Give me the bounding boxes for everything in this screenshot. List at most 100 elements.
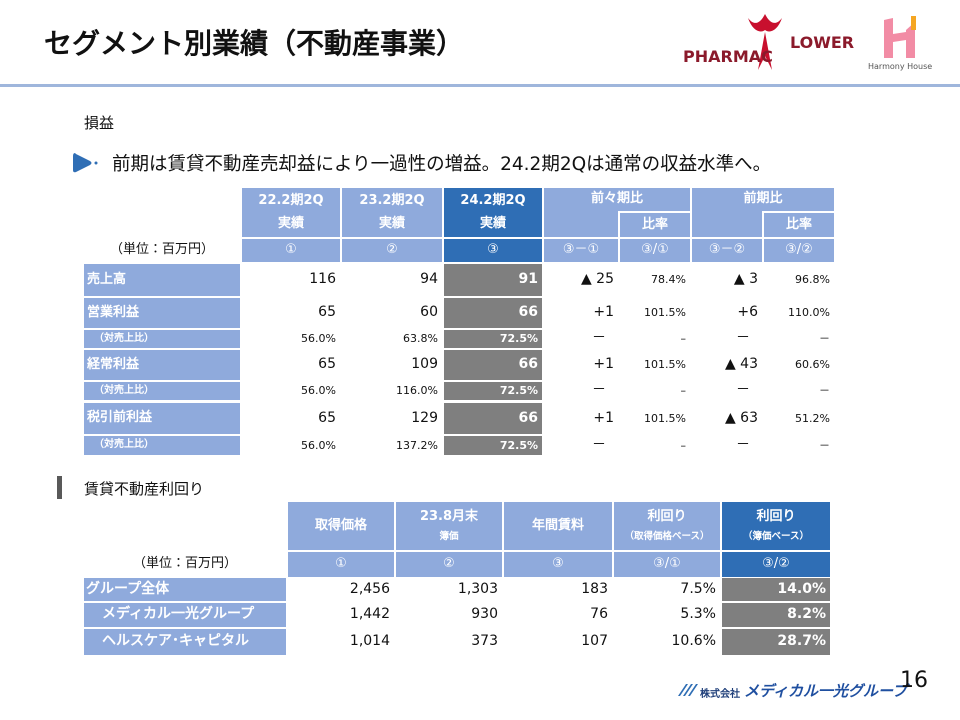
value-cell: －: [544, 436, 618, 455]
value-text: ▲ 3: [733, 271, 758, 288]
value-cell: 56.0%: [242, 382, 340, 400]
value-cell: ▲ 43: [692, 350, 762, 380]
bullet-icon: [73, 153, 98, 173]
value-text: －: [592, 330, 606, 347]
value-cell: +1: [544, 350, 618, 380]
header-text: 前期比: [743, 191, 783, 207]
unit-cell: ③/②: [764, 239, 834, 262]
value-cell: 72.5%: [444, 330, 542, 348]
value-cell: 65: [242, 298, 340, 328]
unit-cell: ③－①: [544, 239, 618, 262]
value-cell: ▲ 3: [692, 264, 762, 296]
row-label-cell: （対売上比）: [84, 436, 240, 455]
value-cell: 28.7%: [722, 629, 830, 655]
header-cell: 24.2期2Q 実績: [444, 188, 542, 237]
cell-text: ③/②: [762, 556, 790, 572]
value-text: 65: [318, 356, 336, 373]
value-cell: 56.0%: [242, 436, 340, 455]
value-cell: 65: [242, 350, 340, 380]
header-text: 利回り: [756, 509, 796, 525]
unit-cell: ②: [342, 239, 442, 262]
value-cell: 116.0%: [342, 382, 442, 400]
value-cell: 101.5%: [620, 350, 690, 380]
unit-cell: ①: [288, 552, 394, 577]
header-text: 簿価: [439, 530, 459, 542]
value-text: 65: [318, 409, 336, 426]
value-text: +1: [593, 356, 614, 373]
unit-cell: ③/②: [722, 552, 830, 577]
row-label-cell: （対売上比）: [84, 382, 240, 400]
value-text: 78.4%: [651, 273, 686, 287]
row-label-cell: ヘルスケア･キャピタル: [84, 629, 286, 655]
value-cell: 91: [444, 264, 542, 296]
unit-cell: （単位：百万円）: [84, 552, 286, 577]
value-cell: 76: [504, 603, 612, 627]
value-text: －: [819, 438, 830, 452]
value-text: ▲ 63: [724, 409, 758, 426]
row-label: 税引前利益: [87, 410, 153, 426]
value-text: 129: [411, 409, 438, 426]
value-cell: –: [620, 382, 690, 400]
unit-cell: ②: [396, 552, 502, 577]
value-cell: 2,456: [288, 578, 394, 601]
value-text: 65: [318, 304, 336, 321]
row-label: （対売上比）: [94, 332, 154, 344]
value-text: －: [736, 382, 750, 399]
value-cell: 10.6%: [614, 629, 720, 655]
header-cell: 年間賃料: [504, 502, 612, 550]
value-cell: ▲ 25: [544, 264, 618, 296]
value-text: 1,014: [349, 633, 390, 650]
cell-text: ③/①: [641, 242, 669, 258]
value-cell: 109: [342, 350, 442, 380]
value-cell: 129: [342, 403, 442, 434]
value-text: －: [736, 330, 750, 347]
value-text: 5.3%: [680, 606, 716, 623]
value-text: 72.5%: [499, 384, 538, 398]
value-text: 28.7%: [777, 633, 826, 650]
value-cell: 14.0%: [722, 578, 830, 601]
value-text: 60.6%: [795, 358, 830, 372]
header-text: 比率: [785, 216, 812, 232]
logo-text: LOWER: [790, 33, 855, 52]
unit-cell: ③/①: [614, 552, 720, 577]
row-label: （対売上比）: [94, 384, 154, 396]
value-text: –: [680, 384, 687, 398]
header-cell: 取得価格: [288, 502, 394, 550]
header-text: 年間賃料: [531, 517, 584, 533]
value-text: +1: [593, 304, 614, 321]
value-cell: 101.5%: [620, 298, 690, 328]
flower-logo: [748, 14, 782, 70]
value-cell: –: [620, 436, 690, 455]
value-text: 72.5%: [499, 438, 538, 452]
value-cell: 72.5%: [444, 382, 542, 400]
value-text: –: [680, 332, 687, 346]
value-text: +1: [593, 409, 614, 426]
header-text: （取得価格ベース）: [624, 530, 710, 542]
header-text: 23.8月末: [419, 509, 479, 525]
header-text: 利回り: [647, 509, 687, 525]
header-text: 実績: [378, 215, 405, 231]
value-cell: 1,014: [288, 629, 394, 655]
h-logo: [884, 18, 915, 58]
header-graphics: [0, 14, 960, 87]
header-text: 22.2期2Q: [258, 193, 324, 209]
value-cell: –: [620, 330, 690, 348]
section-heading: 損益: [84, 114, 115, 132]
header-cell: 利回り （取得価格ベース）: [614, 502, 720, 550]
cell-text: ①: [285, 242, 297, 258]
value-cell: 60: [342, 298, 442, 328]
value-text: 51.2%: [795, 411, 830, 425]
value-cell: 1,442: [288, 603, 394, 627]
row-label: 売上高: [87, 271, 127, 287]
value-cell: 63.8%: [342, 330, 442, 348]
value-cell: －: [764, 436, 834, 455]
logo-text: PHARMAC: [683, 47, 773, 66]
row-label-cell: グループ全体: [84, 578, 286, 601]
value-cell: 7.5%: [614, 578, 720, 601]
value-text: 110.0%: [788, 306, 830, 320]
value-text: 14.0%: [777, 580, 826, 597]
value-text: －: [592, 382, 606, 399]
section-marker-bar: [57, 476, 62, 499]
header-cell-blank: [692, 211, 762, 237]
value-text: －: [592, 436, 606, 453]
